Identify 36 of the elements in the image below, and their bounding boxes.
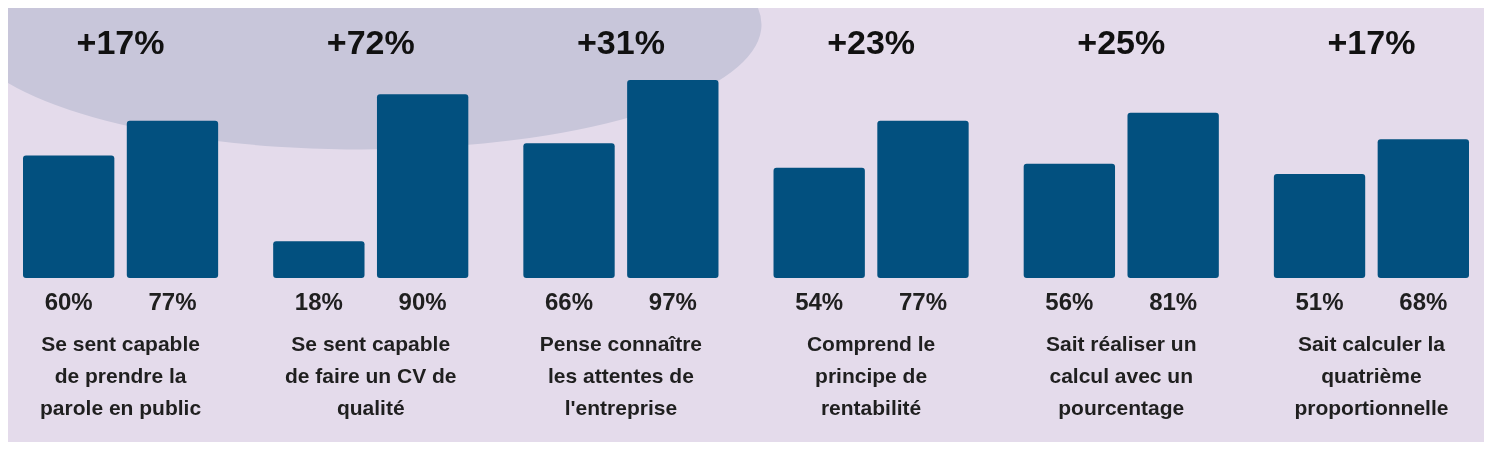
data-label: 90% <box>398 288 447 315</box>
data-label: 68% <box>1399 288 1448 315</box>
data-label: 60% <box>44 288 93 315</box>
data-label: 66% <box>544 288 594 315</box>
data-label: 77% <box>898 288 948 315</box>
text: +31% <box>576 23 665 61</box>
bar <box>273 241 365 278</box>
data-label: 56% <box>1045 288 1094 315</box>
data-label: 51% <box>1295 288 1344 315</box>
bar <box>627 80 719 278</box>
bar <box>1377 139 1469 278</box>
text: +25% <box>1077 23 1166 61</box>
x-tick-label: Sait calculer la quatrième proportionnelle <box>1294 332 1449 419</box>
x-tick-label: Comprend le principe de rentabilité <box>806 332 936 419</box>
text: +23% <box>827 23 916 61</box>
x-tick-label: Se sent capable de faire un CV de qualité <box>284 332 457 419</box>
bar <box>523 143 615 278</box>
x-tick-label: Sait réaliser un calcul avec un pourcentage <box>1045 332 1197 419</box>
data-label: 97% <box>648 288 697 315</box>
bar <box>877 120 969 278</box>
bar <box>376 94 469 278</box>
text: +17% <box>1327 23 1416 61</box>
bar <box>1273 173 1366 278</box>
data-label: 81% <box>1149 288 1198 315</box>
data-label: 77% <box>148 288 197 315</box>
bar <box>126 120 219 278</box>
text: +17% <box>76 23 165 61</box>
text: +72% <box>326 23 415 61</box>
data-label: 18% <box>294 288 343 315</box>
x-tick-label: Se sent capable de prendre la parole en public <box>40 332 202 419</box>
bar <box>1023 163 1116 278</box>
bar <box>773 167 865 278</box>
bar <box>1127 112 1219 278</box>
data-label: 54% <box>795 288 844 315</box>
x-tick-label: Pense connaître les attentes de l'entreprise <box>539 332 703 419</box>
bar <box>23 155 115 278</box>
